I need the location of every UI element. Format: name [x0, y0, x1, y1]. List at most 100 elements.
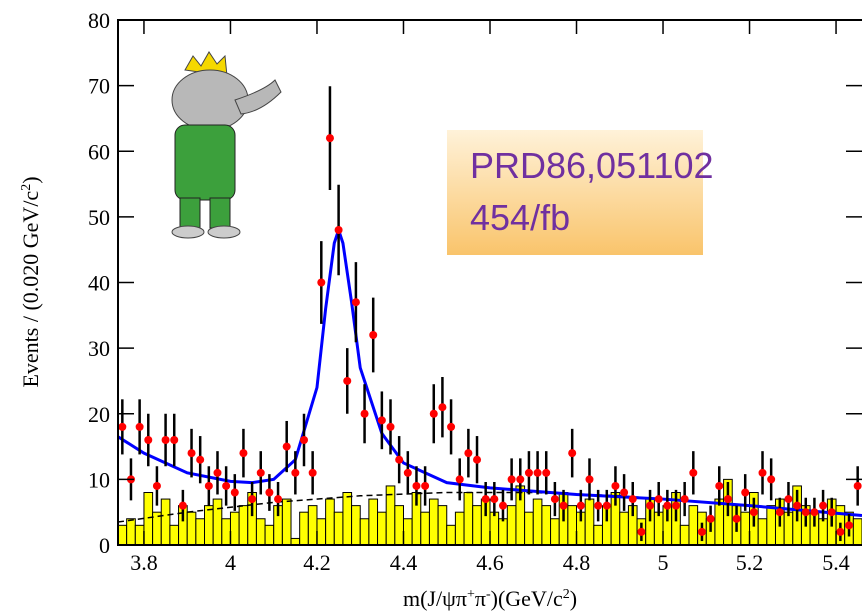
data-point	[248, 495, 257, 504]
annotation: 454/fb	[470, 197, 570, 238]
y-tick-label: 0	[99, 533, 110, 558]
x-tick-label: 4	[225, 550, 236, 575]
data-point	[568, 449, 577, 458]
fit-curve	[117, 225, 862, 517]
data-point	[152, 481, 161, 490]
data-point	[464, 449, 473, 458]
data-point	[473, 455, 482, 464]
data-point	[377, 416, 386, 425]
data-point	[256, 468, 265, 477]
histogram-bar	[316, 518, 327, 546]
data-point	[680, 495, 689, 504]
data-point	[533, 468, 542, 477]
histogram-bar	[186, 511, 197, 546]
data-point	[421, 481, 430, 490]
histogram-bar	[420, 511, 430, 546]
histogram-bar	[342, 492, 353, 546]
data-point	[836, 527, 845, 536]
histogram-bar	[152, 511, 162, 546]
data-point	[196, 455, 205, 464]
data-point	[585, 475, 594, 484]
histogram-bar	[463, 492, 474, 546]
data-point	[689, 468, 698, 477]
mascot	[171, 51, 282, 239]
histogram-bar	[498, 518, 508, 546]
data-point	[637, 527, 646, 536]
histogram-bar	[299, 511, 309, 546]
histogram-bar	[714, 498, 725, 546]
data-point	[187, 449, 196, 458]
data-point	[524, 468, 533, 477]
data-point	[455, 475, 464, 484]
histogram-bar	[818, 518, 828, 546]
histogram-bar	[351, 505, 361, 546]
data-point	[819, 501, 828, 510]
histogram-bar	[264, 524, 275, 546]
histogram-bar	[567, 505, 578, 546]
histogram-bar	[428, 498, 439, 546]
data-point	[178, 501, 187, 510]
histogram-bar	[472, 505, 482, 546]
histogram-bar	[238, 505, 249, 546]
x-tick-label: 5	[658, 550, 669, 575]
data-point	[403, 468, 412, 477]
y-tick-label: 10	[88, 467, 110, 492]
data-point	[741, 488, 750, 497]
data-point	[369, 331, 378, 339]
data-point	[325, 134, 334, 143]
y-tick-label: 60	[88, 139, 110, 164]
data-point	[715, 481, 724, 490]
data-point	[230, 488, 239, 497]
data-point	[594, 501, 603, 510]
histogram-bar	[160, 498, 171, 546]
histogram-bar	[195, 518, 206, 546]
histogram-bar	[688, 505, 699, 546]
histogram-bar	[653, 511, 664, 546]
histogram-bar	[325, 498, 335, 546]
data-point	[291, 468, 300, 477]
histogram-bar	[307, 505, 318, 546]
data-point	[767, 475, 776, 484]
data-point	[213, 468, 222, 477]
y-tick-label: 40	[88, 271, 110, 296]
histogram-bar	[117, 524, 128, 546]
data-point	[827, 508, 836, 517]
annotation: PRD86,051102	[470, 145, 714, 186]
histogram-bar	[506, 505, 517, 546]
data-point	[429, 409, 438, 418]
data-point	[516, 475, 525, 484]
x-tick-label: 4.4	[390, 550, 418, 575]
data-point	[239, 449, 248, 458]
histogram-bar	[454, 511, 465, 546]
x-axis-label: m(J/ψπ+π-)(GeV/c2)	[403, 586, 577, 611]
data-point	[559, 501, 568, 510]
data-point	[845, 521, 854, 530]
data-point	[135, 422, 144, 431]
histogram-bar	[550, 518, 560, 546]
y-tick-label: 70	[88, 74, 110, 99]
histogram-bar	[593, 524, 603, 546]
histogram-bar	[134, 524, 145, 546]
histogram-bar	[783, 511, 794, 546]
data-point	[282, 442, 291, 451]
x-tick-label: 5.4	[822, 550, 850, 575]
data-point	[300, 436, 308, 444]
histogram-bar	[740, 511, 751, 546]
data-point	[447, 422, 456, 431]
data-point	[542, 468, 551, 477]
data-point	[697, 527, 706, 536]
data-point	[749, 508, 758, 517]
data-point	[646, 501, 655, 510]
data-point	[498, 501, 507, 510]
data-point	[351, 298, 360, 307]
x-tick-label: 5.2	[736, 550, 764, 575]
data-point	[706, 514, 715, 523]
data-point	[550, 495, 559, 504]
histogram-bar	[679, 524, 690, 546]
data-point	[222, 481, 231, 490]
y-tick-label: 30	[88, 336, 110, 361]
histogram-bar	[229, 511, 240, 546]
data-point	[602, 501, 611, 510]
histogram-bar	[619, 511, 629, 546]
